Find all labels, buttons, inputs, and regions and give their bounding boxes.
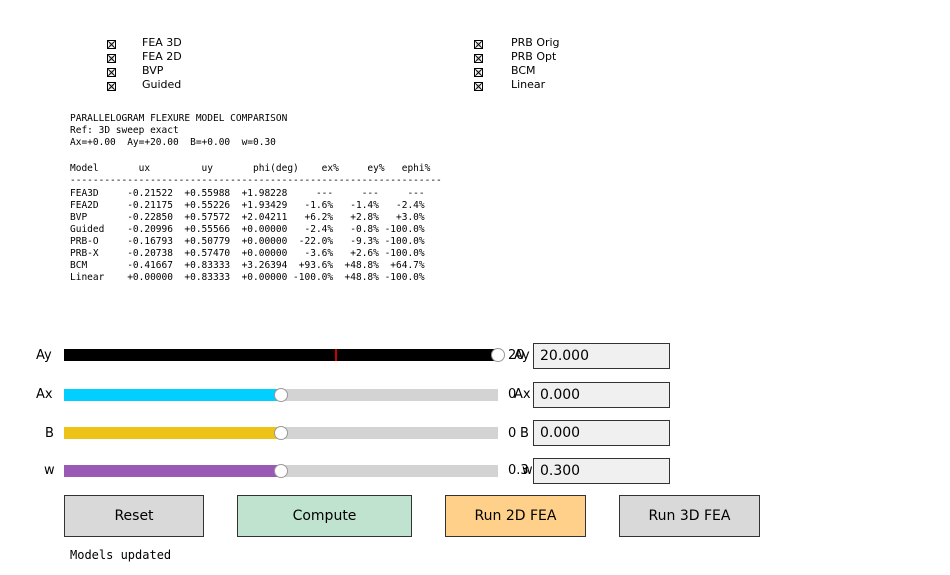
- slider-ay-fill: [64, 349, 498, 361]
- slider-ax-fill: [64, 389, 281, 401]
- slider-ay[interactable]: [64, 349, 498, 361]
- slider-w-handle[interactable]: [274, 464, 288, 478]
- run-3d-fea-button[interactable]: Run 3D FEA: [619, 495, 760, 537]
- status-text: Models updated: [70, 548, 172, 562]
- ax-input[interactable]: 0.000: [533, 382, 670, 408]
- checkbox-prb-orig[interactable]: [474, 40, 483, 49]
- reset-button[interactable]: Reset: [64, 495, 204, 537]
- table-row: FEA2D -0.21175 +0.55226 +1.93429 -1.6% -…: [70, 200, 425, 211]
- legend-label-fea3d: FEA 3D: [142, 36, 182, 49]
- table-row: PRB-O -0.16793 +0.50779 +0.00000 -22.0% …: [70, 236, 425, 247]
- table-row: Guided -0.20996 +0.55566 +0.00000 -2.4% …: [70, 224, 425, 235]
- table-row: BVP -0.22850 +0.57572 +2.04211 +6.2% +2.…: [70, 212, 425, 223]
- slider-w-value: 0.3: [508, 463, 529, 478]
- table-row: FEA3D -0.21522 +0.55988 +1.98228 --- ---…: [70, 188, 425, 199]
- slider-ay-handle[interactable]: [491, 348, 505, 362]
- slider-ax-value: 0: [508, 387, 517, 402]
- b-input[interactable]: 0.000: [533, 420, 670, 446]
- slider-b-value: 0: [508, 426, 517, 441]
- slider-w-fill: [64, 465, 281, 477]
- table-row: PRB-X -0.20738 +0.57470 +0.00000 -3.6% +…: [70, 248, 425, 259]
- checkbox-guided[interactable]: [107, 82, 116, 91]
- textbox-w-label: w: [522, 463, 533, 478]
- slider-b-fill: [64, 427, 281, 439]
- slider-label-ax: Ax: [36, 387, 53, 402]
- table-header: Model ux uy phi(deg) ex% ey% ephi%: [70, 163, 431, 174]
- checkbox-bvp[interactable]: [107, 68, 116, 77]
- legend-label-prb-orig: PRB Orig: [511, 36, 560, 49]
- slider-label-b: B: [45, 426, 54, 441]
- slider-b-handle[interactable]: [274, 426, 288, 440]
- w-input[interactable]: 0.300: [533, 458, 670, 484]
- table-row: BCM -0.41667 +0.83333 +3.26394 +93.6% +4…: [70, 260, 425, 271]
- legend-label-fea2d: FEA 2D: [142, 50, 182, 63]
- slider-ax-handle[interactable]: [274, 388, 288, 402]
- legend-label-guided: Guided: [142, 78, 182, 91]
- slider-label-ay: Ay: [36, 348, 52, 363]
- ay-input[interactable]: 20.000: [533, 343, 670, 369]
- report-title: PARALLELOGRAM FLEXURE MODEL COMPARISON: [70, 113, 288, 124]
- textbox-b-label: B: [520, 426, 529, 441]
- table-row: Linear +0.00000 +0.83333 +0.00000 -100.0…: [70, 272, 425, 283]
- checkbox-fea3d[interactable]: [107, 40, 116, 49]
- legend-label-linear: Linear: [511, 78, 546, 91]
- legend-label-bcm: BCM: [511, 64, 536, 77]
- textbox-ax-label: Ax: [514, 387, 531, 402]
- checkbox-bcm[interactable]: [474, 68, 483, 77]
- slider-ay-value: 20: [508, 348, 525, 363]
- run-2d-fea-button[interactable]: Run 2D FEA: [445, 495, 586, 537]
- report-params: Ax=+0.00 Ay=+20.00 B=+0.00 w=0.30: [70, 137, 276, 148]
- checkbox-fea2d[interactable]: [107, 54, 116, 63]
- textbox-ay-label: Ay: [514, 348, 530, 363]
- legend-label-prb-opt: PRB Opt: [511, 50, 557, 63]
- checkbox-prb-opt[interactable]: [474, 54, 483, 63]
- slider-ay-marker: [335, 349, 338, 361]
- slider-label-w: w: [44, 463, 55, 478]
- checkbox-linear[interactable]: [474, 82, 483, 91]
- legend-label-bvp: BVP: [142, 64, 164, 77]
- compute-button[interactable]: Compute: [237, 495, 412, 537]
- report-ref: Ref: 3D sweep exact: [70, 125, 179, 136]
- table-rule: ----------------------------------------…: [70, 175, 442, 186]
